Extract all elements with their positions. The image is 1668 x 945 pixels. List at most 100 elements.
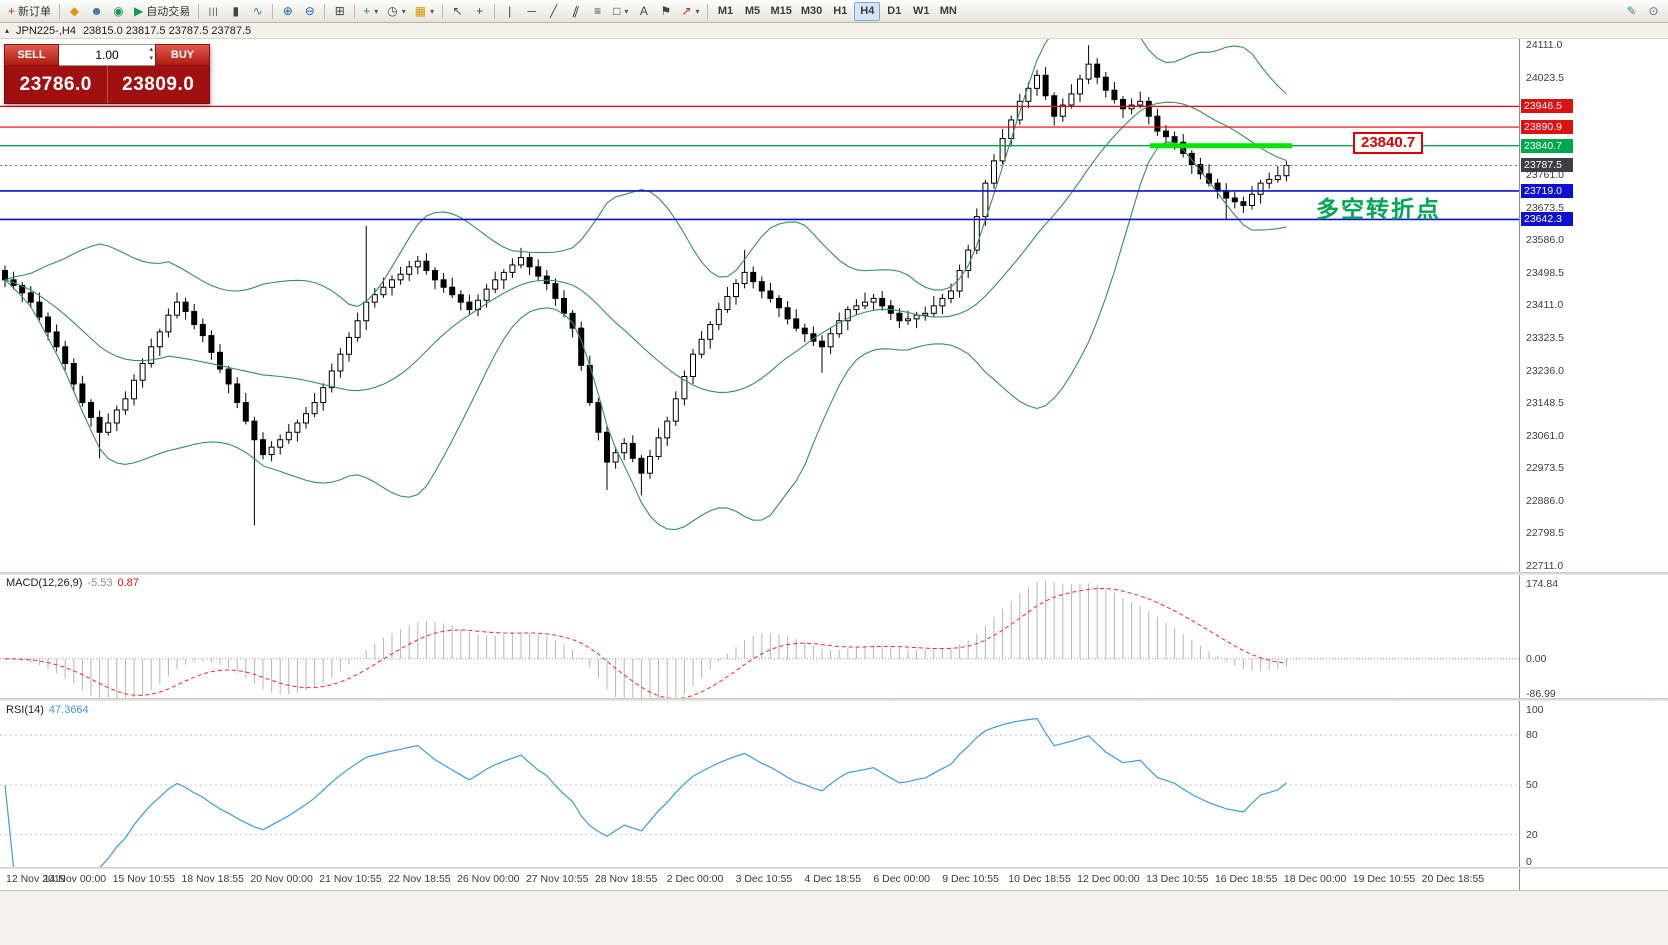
cursor-icon: ↖ bbox=[452, 4, 463, 18]
trendline-icon: ╱ bbox=[550, 4, 558, 18]
horizontal-line-button[interactable]: ─ bbox=[521, 2, 542, 21]
macd-name: MACD(12,26,9) bbox=[6, 577, 83, 589]
edit-icon: ✎ bbox=[1626, 4, 1637, 18]
sell-price[interactable]: 23786.0 bbox=[19, 73, 92, 95]
indicators-icon: + bbox=[363, 4, 371, 18]
fibonacci-icon: ≡ bbox=[594, 4, 602, 18]
tile-windows-button[interactable]: ⊞ bbox=[329, 2, 350, 21]
chevron-down-icon: ▾ bbox=[624, 6, 629, 16]
separator bbox=[198, 3, 200, 19]
periods-button[interactable]: ◷ ▾ bbox=[383, 2, 410, 21]
line-chart-button[interactable]: ∿ bbox=[247, 2, 268, 21]
play-icon: ▶ bbox=[134, 4, 144, 18]
profile-button[interactable]: ☻ bbox=[86, 2, 107, 21]
channel-icon: ∥ bbox=[570, 3, 581, 19]
time-axis-divider bbox=[0, 867, 1668, 869]
volume-up-button[interactable]: ▴ bbox=[149, 46, 153, 53]
auto-trading-label: 自动交易 bbox=[146, 6, 191, 18]
buy-price[interactable]: 23809.0 bbox=[106, 66, 210, 103]
main-chart[interactable] bbox=[0, 0, 1520, 890]
price-axis[interactable] bbox=[1520, 39, 1668, 869]
text-button[interactable]: A bbox=[633, 2, 654, 21]
crosshair-icon: + bbox=[476, 4, 484, 18]
community-icon: ◉ bbox=[113, 4, 124, 18]
arrows-icon: ↗ bbox=[681, 4, 692, 18]
target-button[interactable]: ⊙ bbox=[1643, 2, 1664, 21]
shapes-icon: □ bbox=[613, 4, 621, 18]
chevron-down-icon: ▾ bbox=[695, 6, 700, 16]
timeframe-m5[interactable]: M5 bbox=[744, 5, 761, 17]
trendline-button[interactable]: ╱ bbox=[543, 2, 564, 21]
community-button[interactable]: ◉ bbox=[108, 2, 129, 21]
new-order-label: 新订单 bbox=[18, 6, 52, 18]
chevron-down-icon: ▾ bbox=[401, 6, 406, 16]
volume-field[interactable]: 1.00 ▴ ▾ bbox=[59, 44, 155, 66]
bar-chart-button[interactable]: ||| bbox=[203, 2, 224, 21]
separator bbox=[59, 3, 61, 19]
timeframe-d1[interactable]: D1 bbox=[887, 5, 902, 17]
arrows-button[interactable]: ↗ ▾ bbox=[677, 2, 703, 21]
symbol-triangle-icon: ▴ bbox=[5, 26, 10, 35]
periods-icon: ◷ bbox=[387, 4, 398, 18]
separator bbox=[354, 3, 356, 19]
channel-button[interactable]: ∥ bbox=[565, 2, 586, 21]
separator bbox=[494, 3, 496, 19]
panel-splitter-rsi[interactable] bbox=[0, 698, 1668, 701]
separator bbox=[707, 3, 709, 19]
cursor-button[interactable]: ↖ bbox=[447, 2, 468, 21]
sell-button[interactable]: SELL bbox=[4, 44, 59, 66]
zoom-in-icon: ⊕ bbox=[282, 4, 293, 18]
buy-button[interactable]: BUY bbox=[155, 44, 210, 66]
fibonacci-button[interactable]: ≡ bbox=[587, 2, 608, 21]
templates-button[interactable]: ▦ ▾ bbox=[411, 2, 438, 21]
alerts-icon: ◆ bbox=[69, 4, 80, 18]
one-click-trading-panel: SELL 1.00 ▴ ▾ BUY 23786.0 23809.0 bbox=[4, 44, 210, 104]
auto-trading-button[interactable]: ▶ 自动交易 bbox=[130, 2, 194, 21]
rsi-window-label: RSI(14) 47.3664 bbox=[6, 704, 89, 716]
text-icon: A bbox=[639, 4, 648, 18]
macd-main-value: -5.53 bbox=[87, 577, 113, 589]
chevron-down-icon: ▾ bbox=[430, 6, 435, 16]
bar-chart-icon: ||| bbox=[208, 5, 219, 16]
panel-splitter-macd[interactable] bbox=[0, 572, 1668, 575]
vertical-line-icon: | bbox=[508, 4, 512, 18]
vertical-line-button[interactable]: | bbox=[499, 2, 520, 21]
ohlc-values: 23815.0 23817.5 23787.5 23787.5 bbox=[82, 24, 252, 37]
horizontal-line-icon: ─ bbox=[527, 4, 536, 18]
timeframe-h4[interactable]: H4 bbox=[854, 1, 881, 21]
time-axis[interactable] bbox=[0, 869, 1519, 890]
volume-down-button[interactable]: ▾ bbox=[149, 55, 153, 62]
timeframe-m15[interactable]: M15 bbox=[770, 5, 792, 17]
tile-windows-icon: ⊞ bbox=[334, 4, 345, 18]
crosshair-button[interactable]: + bbox=[469, 2, 490, 21]
timeframe-m1[interactable]: M1 bbox=[717, 5, 734, 17]
chevron-down-icon: ▾ bbox=[374, 6, 379, 16]
line-chart-icon: ∿ bbox=[252, 4, 263, 18]
indicators-button[interactable]: + ▾ bbox=[359, 2, 382, 21]
macd-signal-value: 0.87 bbox=[117, 577, 139, 589]
alerts-button[interactable]: ◆ bbox=[64, 2, 85, 21]
candlestick-button[interactable]: ▮ bbox=[225, 2, 246, 21]
shapes-button[interactable]: □ ▾ bbox=[609, 2, 632, 21]
symbol-period: JPN225-,H4 bbox=[16, 24, 76, 37]
profile-icon: ☻ bbox=[90, 4, 103, 18]
edit-button[interactable]: ✎ bbox=[1621, 2, 1642, 21]
text-label-icon: ⚑ bbox=[660, 4, 672, 18]
timeframe-w1[interactable]: W1 bbox=[913, 5, 930, 17]
turning-point-text[interactable]: 多空转折点 bbox=[1316, 196, 1441, 222]
zoom-out-button[interactable]: ⊖ bbox=[299, 2, 320, 21]
status-area bbox=[0, 890, 1668, 945]
separator bbox=[272, 3, 274, 19]
macd-window-label: MACD(12,26,9) -5.53 0.87 bbox=[6, 577, 139, 589]
chart-caption: ▴ JPN225-,H4 23815.0 23817.5 23787.5 237… bbox=[0, 23, 1668, 39]
volume-value: 1.00 bbox=[95, 48, 119, 62]
zoom-in-button[interactable]: ⊕ bbox=[277, 2, 298, 21]
timeframe-m30[interactable]: M30 bbox=[800, 5, 823, 17]
separator bbox=[442, 3, 444, 19]
templates-icon: ▦ bbox=[414, 4, 427, 18]
timeframe-mn[interactable]: MN bbox=[939, 5, 957, 17]
text-label-button[interactable]: ⚑ bbox=[655, 2, 676, 21]
timeframe-h1[interactable]: H1 bbox=[833, 5, 848, 17]
price-level-flag[interactable]: 23840.7 bbox=[1353, 132, 1424, 154]
new-order-button[interactable]: + 新订单 bbox=[4, 2, 55, 21]
